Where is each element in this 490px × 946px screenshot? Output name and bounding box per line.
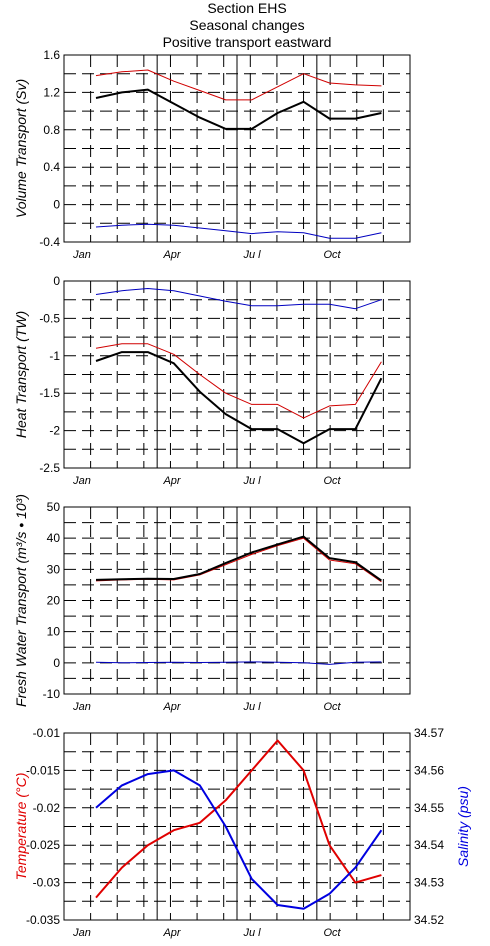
y-tick-label: -2 [49, 424, 60, 438]
plot-frame [63, 732, 411, 921]
y-tick-label: -10 [43, 687, 61, 701]
month-label: Apr [162, 249, 181, 261]
y-tick-label: -0.5 [39, 311, 60, 325]
month-label: Ju l [242, 249, 261, 261]
y-tick-label: 0 [53, 656, 60, 670]
plot-frame [63, 280, 411, 469]
y-tick-label: 1.6 [43, 48, 60, 62]
series-line-1 [95, 661, 382, 665]
month-label: Ju l [242, 701, 261, 713]
y-tick-label: 20 [47, 594, 61, 608]
y-tick-label: 0.4 [43, 160, 60, 174]
series-line-1 [95, 739, 382, 899]
series-line-2 [95, 88, 382, 130]
y-tick-label: -1.5 [39, 386, 60, 400]
series-line-1 [95, 69, 382, 101]
y-tick-label: 30 [47, 562, 61, 576]
y-tick-label: -0.025 [26, 838, 60, 852]
figure-title-line-2: Seasonal changes [189, 17, 304, 33]
chart-panel-2: 0 -0.5 -1 -1.5 -2 -2.5 Jan Apr Ju l Oct Heat Trans… [13, 274, 411, 487]
figure-title-line-3: Positive transport eastward [163, 34, 332, 50]
plot-frame [63, 506, 411, 695]
series-line-1 [95, 288, 382, 310]
month-label: Apr [162, 701, 181, 713]
y-axis-label: Volume Transport (Sv) [13, 79, 29, 218]
plot-frame [63, 54, 411, 243]
series-line-2 [95, 343, 382, 419]
series-line-3 [95, 223, 382, 239]
y-tick-label: 50 [47, 500, 61, 514]
y-right-tick-label: 34.55 [414, 801, 444, 815]
month-label: Jan [72, 701, 91, 713]
y-axis-label: Fresh Water Transport (m³/s • 10³) [13, 494, 29, 707]
month-label: Ju l [242, 927, 261, 939]
y-tick-label: -0.03 [33, 876, 61, 890]
y-right-tick-label: 34.52 [414, 913, 444, 927]
month-label: Oct [323, 927, 341, 939]
y-right-tick-label: 34.57 [414, 726, 444, 740]
figure-title-line-1: Section EHS [207, 0, 286, 16]
month-label: Jan [72, 475, 91, 487]
y-tick-label: -0.02 [33, 801, 61, 815]
y-tick-label: -0.015 [26, 763, 60, 777]
y-tick-label: -0.035 [26, 913, 60, 927]
month-label: Jan [72, 249, 91, 261]
y-tick-label: -0.4 [39, 235, 60, 249]
y-right-tick-label: 34.54 [414, 838, 444, 852]
month-label: Jan [72, 927, 91, 939]
month-label: Oct [323, 249, 341, 261]
y-tick-label: -1 [49, 349, 60, 363]
month-label: Oct [323, 701, 341, 713]
chart-panel-4: -0.01 -0.015 -0.02 -0.025 -0.03 -0.035 34.57 34… [13, 726, 471, 939]
y-tick-label: 0 [53, 198, 60, 212]
y-tick-label: -2.5 [39, 461, 60, 475]
y-tick-label: -0.01 [33, 726, 61, 740]
y-axis-label: Heat Transport (TW) [13, 311, 29, 438]
y-tick-label: 0.8 [43, 123, 60, 137]
chart-panel-1: 1.6 1.2 0.8 0.4 0 -0.4 Jan Apr Ju l Oct Volume Tra… [13, 48, 411, 261]
y-axis-label-right: Salinity (psu) [455, 786, 471, 867]
y-tick-label: 1.2 [43, 85, 60, 99]
series-line-3 [95, 351, 383, 445]
y-right-tick-label: 34.53 [414, 876, 444, 890]
chart-panel-3: 50 40 30 20 10 0 -10 Jan Apr Ju l Oct Fresh Water T… [13, 494, 411, 713]
y-right-tick-label: 34.56 [414, 763, 444, 777]
month-label: Apr [162, 927, 181, 939]
y-tick-label: 40 [47, 531, 61, 545]
chart-panels: 1.6 1.2 0.8 0.4 0 -0.4 Jan Apr Ju l Oct Volume Tra… [13, 48, 471, 939]
month-label: Ju l [242, 475, 261, 487]
y-axis-label: Temperature (°C) [13, 773, 29, 881]
series-line-3 [95, 535, 382, 582]
y-tick-label: 10 [47, 625, 61, 639]
month-label: Oct [323, 475, 341, 487]
y-tick-label: 0 [53, 274, 60, 288]
month-label: Apr [162, 475, 181, 487]
series-line-2 [95, 769, 383, 910]
